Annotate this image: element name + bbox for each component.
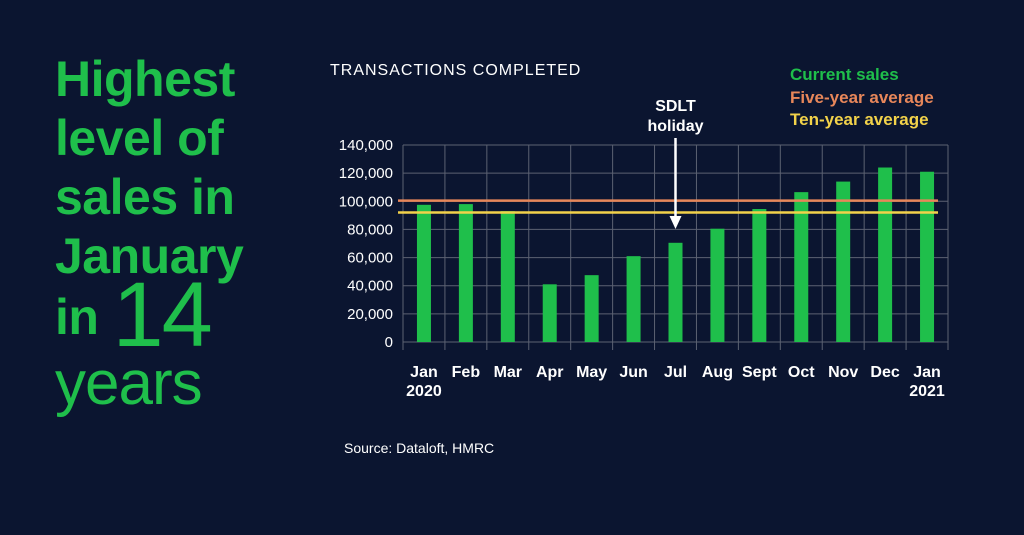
bar-dec-11 <box>878 167 893 342</box>
annotation-label-line-1: SDLT <box>655 98 696 115</box>
x-tick-label: Jun <box>619 364 647 381</box>
bar-jun-5 <box>626 256 641 342</box>
x-tick-label: Aug <box>702 364 733 381</box>
headline-in-word: in <box>55 289 99 345</box>
headline: Highest level of sales in January in 14 y… <box>55 50 244 419</box>
y-tick-label: 100,000 <box>339 193 393 210</box>
source-note: Source: Dataloft, HMRC <box>344 440 495 456</box>
annotation-layer: SDLT holiday <box>647 98 704 229</box>
legend-ten-year-average: Ten-year average <box>790 110 929 129</box>
chart-title: TRANSACTIONS COMPLETED <box>330 62 582 79</box>
bar-jan-12 <box>920 171 935 342</box>
bar-nov-10 <box>836 181 851 342</box>
bar-mar-2 <box>500 211 515 342</box>
bar-jul-6 <box>668 242 683 342</box>
x-tick-label: May <box>576 364 607 381</box>
y-tick-label: 120,000 <box>339 165 393 182</box>
bar-jan-0 <box>416 204 431 342</box>
x-tick-sublabel: 2020 <box>406 383 442 400</box>
chart-legend: Current sales Five-year average Ten-year… <box>790 64 934 132</box>
headline-line-2: level of <box>55 110 224 166</box>
headline-line-3: sales in <box>55 169 235 225</box>
x-tick-label: Dec <box>870 364 899 381</box>
bar-feb-1 <box>458 204 473 342</box>
x-tick-label: Nov <box>828 364 858 381</box>
x-tick-label: Jan <box>913 364 941 381</box>
annotation-arrow-head <box>669 216 682 229</box>
x-tick-label: Mar <box>494 364 522 381</box>
axis-layer: 0 20,000 40,000 60,000 80,000 100,000 120,000 1… <box>339 137 945 400</box>
bar-layer <box>416 167 935 342</box>
legend-current-sales: Current sales <box>790 65 899 84</box>
bar-sept-8 <box>752 209 767 342</box>
bar-may-4 <box>584 275 599 342</box>
y-tick-label: 40,000 <box>347 278 393 295</box>
y-tick-label: 20,000 <box>347 306 393 323</box>
headline-years: years <box>55 349 203 418</box>
x-tick-label: Oct <box>788 364 815 381</box>
x-tick-label: Sept <box>742 364 777 381</box>
bar-oct-9 <box>794 192 809 342</box>
x-tick-label: Jan <box>410 364 438 381</box>
reference-lines-layer <box>398 199 938 214</box>
x-tick-sublabel: 2021 <box>909 383 945 400</box>
y-tick-label: 140,000 <box>339 137 393 154</box>
headline-line-4: January <box>55 228 244 284</box>
bar-apr-3 <box>542 284 557 342</box>
y-tick-label: 80,000 <box>347 221 393 238</box>
y-tick-label: 0 <box>385 334 393 351</box>
annotation-label-line-2: holiday <box>647 118 703 135</box>
x-tick-label: Apr <box>536 364 564 381</box>
legend-five-year-average: Five-year average <box>790 87 934 107</box>
x-tick-label: Feb <box>452 364 481 381</box>
y-tick-label: 60,000 <box>347 250 393 267</box>
bar-aug-7 <box>710 228 725 342</box>
x-tick-label: Jul <box>664 364 687 381</box>
headline-line-1: Highest <box>55 51 235 107</box>
